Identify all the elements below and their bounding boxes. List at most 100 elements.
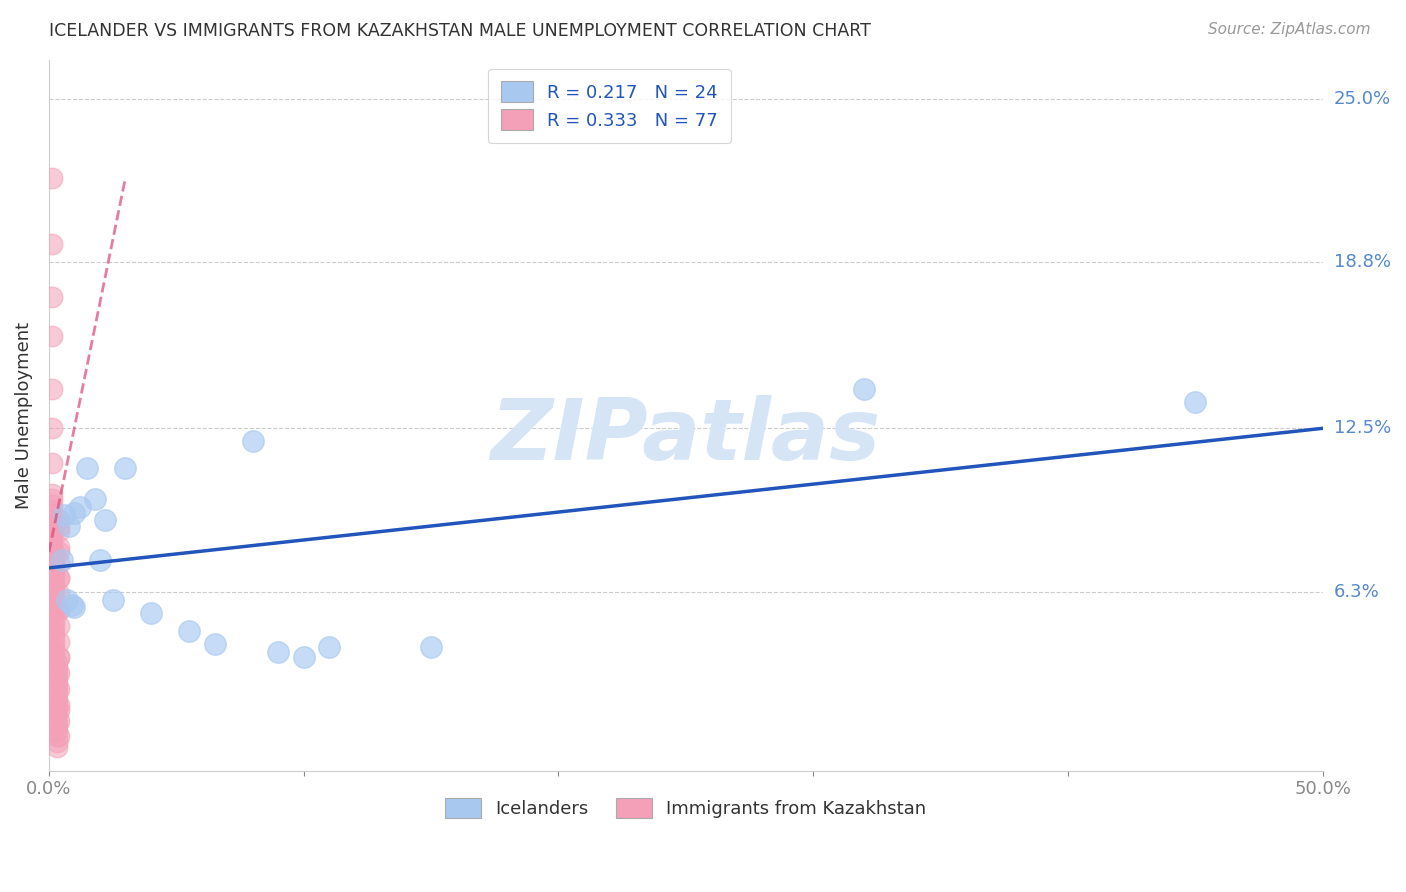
Point bbox=[45, 698, 67, 712]
Point bbox=[53, 508, 76, 523]
Point bbox=[48, 666, 70, 681]
Point bbox=[41, 534, 63, 549]
Point bbox=[267, 645, 290, 659]
Point bbox=[853, 382, 876, 396]
Point bbox=[42, 614, 65, 628]
Point bbox=[48, 650, 70, 665]
Point bbox=[51, 553, 73, 567]
Point bbox=[41, 456, 63, 470]
Point bbox=[42, 561, 65, 575]
Point bbox=[292, 650, 315, 665]
Point bbox=[41, 171, 63, 186]
Point bbox=[114, 460, 136, 475]
Point bbox=[45, 666, 67, 681]
Point bbox=[45, 724, 67, 739]
Point bbox=[48, 714, 70, 728]
Point bbox=[42, 624, 65, 639]
Text: 25.0%: 25.0% bbox=[1334, 90, 1391, 108]
Point bbox=[63, 600, 86, 615]
Point bbox=[42, 571, 65, 585]
Point bbox=[42, 550, 65, 565]
Text: 6.3%: 6.3% bbox=[1334, 582, 1379, 600]
Point bbox=[41, 492, 63, 507]
Point bbox=[69, 500, 91, 515]
Point bbox=[42, 634, 65, 648]
Point bbox=[420, 640, 443, 654]
Point bbox=[41, 487, 63, 501]
Point bbox=[41, 421, 63, 435]
Point bbox=[45, 730, 67, 744]
Point bbox=[42, 592, 65, 607]
Point bbox=[83, 492, 105, 507]
Point bbox=[1184, 395, 1206, 409]
Point bbox=[48, 571, 70, 585]
Point bbox=[48, 514, 70, 528]
Point bbox=[45, 719, 67, 733]
Point bbox=[177, 624, 200, 639]
Point bbox=[48, 556, 70, 570]
Point bbox=[41, 498, 63, 512]
Point bbox=[42, 566, 65, 581]
Point bbox=[45, 703, 67, 717]
Point bbox=[41, 540, 63, 554]
Point bbox=[48, 681, 70, 696]
Point bbox=[42, 608, 65, 623]
Text: 18.8%: 18.8% bbox=[1334, 253, 1391, 271]
Point bbox=[42, 645, 65, 659]
Point bbox=[41, 290, 63, 304]
Point bbox=[48, 603, 70, 617]
Point bbox=[242, 434, 264, 449]
Point bbox=[42, 650, 65, 665]
Point bbox=[76, 460, 98, 475]
Point bbox=[56, 592, 79, 607]
Text: ICELANDER VS IMMIGRANTS FROM KAZAKHSTAN MALE UNEMPLOYMENT CORRELATION CHART: ICELANDER VS IMMIGRANTS FROM KAZAKHSTAN … bbox=[49, 22, 872, 40]
Point bbox=[45, 687, 67, 701]
Point bbox=[42, 576, 65, 591]
Point bbox=[60, 598, 83, 612]
Point bbox=[41, 503, 63, 517]
Point bbox=[45, 708, 67, 723]
Point bbox=[45, 672, 67, 686]
Point bbox=[42, 598, 65, 612]
Point bbox=[48, 730, 70, 744]
Point bbox=[58, 518, 80, 533]
Point bbox=[41, 329, 63, 343]
Point bbox=[41, 524, 63, 538]
Point bbox=[45, 739, 67, 754]
Point bbox=[48, 634, 70, 648]
Point bbox=[48, 518, 70, 533]
Point bbox=[48, 650, 70, 665]
Point bbox=[45, 656, 67, 670]
Point bbox=[45, 677, 67, 691]
Point bbox=[63, 506, 86, 520]
Point bbox=[48, 571, 70, 585]
Point bbox=[41, 514, 63, 528]
Point bbox=[45, 735, 67, 749]
Y-axis label: Male Unemployment: Male Unemployment bbox=[15, 322, 32, 508]
Point bbox=[41, 508, 63, 523]
Point bbox=[42, 545, 65, 559]
Point bbox=[48, 698, 70, 712]
Text: 12.5%: 12.5% bbox=[1334, 419, 1391, 437]
Point bbox=[45, 681, 67, 696]
Point bbox=[48, 524, 70, 538]
Point bbox=[318, 640, 340, 654]
Legend: Icelanders, Immigrants from Kazakhstan: Icelanders, Immigrants from Kazakhstan bbox=[437, 790, 934, 826]
Point bbox=[89, 553, 111, 567]
Point bbox=[42, 640, 65, 654]
Point bbox=[48, 703, 70, 717]
Text: Source: ZipAtlas.com: Source: ZipAtlas.com bbox=[1208, 22, 1371, 37]
Point bbox=[48, 545, 70, 559]
Point bbox=[45, 714, 67, 728]
Point bbox=[42, 619, 65, 633]
Point bbox=[42, 587, 65, 601]
Point bbox=[42, 556, 65, 570]
Point bbox=[45, 661, 67, 675]
Text: ZIPatlas: ZIPatlas bbox=[491, 395, 882, 478]
Point bbox=[139, 606, 162, 620]
Point bbox=[48, 540, 70, 554]
Point bbox=[48, 587, 70, 601]
Point bbox=[41, 236, 63, 251]
Point bbox=[45, 692, 67, 706]
Point bbox=[42, 603, 65, 617]
